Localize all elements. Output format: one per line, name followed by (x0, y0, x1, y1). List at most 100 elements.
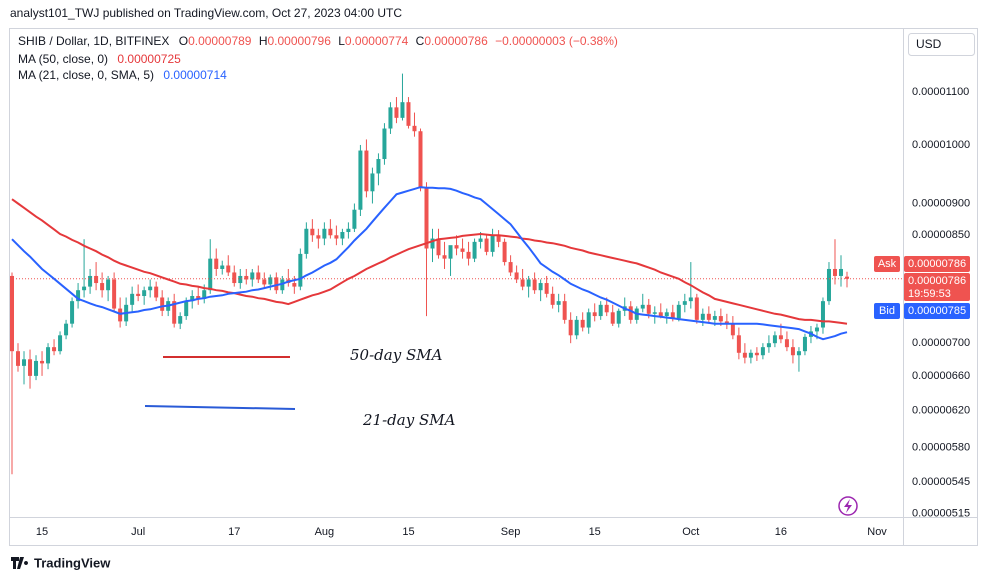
candle-body (772, 335, 777, 344)
plot-layer (10, 73, 903, 475)
candle-body (46, 347, 51, 364)
candle-body (736, 335, 741, 353)
legend-key: C (416, 34, 425, 48)
x-tick-label: Jul (131, 526, 145, 538)
candle-body (562, 301, 567, 320)
candle-body (826, 268, 831, 302)
candle-body (754, 352, 759, 356)
candle-body (226, 265, 231, 273)
legend-line: SHIB / Dollar, 1D, BITFINEX O0.00000789 … (18, 34, 618, 48)
currency[interactable]: USD (916, 37, 942, 51)
candle-body (766, 343, 771, 348)
x-tick-label: Sep (501, 526, 521, 538)
candle-body (568, 319, 573, 336)
last-price: 0.00000786 (908, 275, 966, 287)
axis-layer: 0.00001100 0.00001000 0.00000900 0.00000850… (36, 86, 970, 538)
currency-box[interactable] (908, 33, 975, 56)
x-tick-label: Nov (867, 526, 887, 538)
candle-body (466, 251, 471, 259)
y-tick-label: 0.00000900 (912, 197, 970, 209)
x-tick-label: 17 (228, 526, 240, 538)
candle-body (316, 235, 321, 239)
candle-body (64, 323, 69, 336)
candle-body (574, 319, 579, 336)
ask-price: 0.00000786 (908, 258, 966, 270)
candle-body (652, 312, 657, 314)
countdown: 19:59:53 (908, 288, 951, 300)
candle-body (712, 316, 717, 320)
candle-body (238, 275, 243, 284)
candle-body (208, 258, 213, 291)
candle-body (508, 262, 513, 273)
candle-body (676, 304, 681, 319)
candle-body (478, 238, 483, 242)
candle-body (382, 128, 387, 160)
y-tick-label: 0.00001100 (912, 86, 969, 98)
candle-body (220, 265, 225, 269)
candle-body (112, 279, 117, 309)
candle-body (322, 228, 327, 239)
candle-body (304, 228, 309, 254)
candle-body (544, 283, 549, 294)
candle-body (628, 306, 633, 320)
bid-tag (874, 303, 900, 319)
candle-body (742, 352, 747, 358)
candle-body (76, 290, 81, 302)
candle-body (430, 238, 435, 249)
candle-body (502, 241, 507, 263)
candle-body (148, 286, 153, 291)
candle-body (820, 301, 825, 328)
candle-body (550, 293, 555, 305)
candle-body (82, 286, 87, 291)
candle-body (232, 272, 237, 284)
legend-ma-value: 0.00000725 (117, 52, 181, 66)
annotation-ma21: 21-day SMA (362, 411, 456, 429)
candle-body (670, 312, 675, 319)
candle-body (274, 277, 279, 291)
candle-body (88, 275, 93, 287)
candle-body (688, 297, 693, 302)
candle-body (214, 258, 219, 269)
candle-body (845, 276, 849, 279)
y-tick-label: 0.00000700 (912, 337, 970, 349)
candle-body (40, 360, 45, 364)
tv-footer: TradingView (34, 555, 111, 570)
candle-body (832, 268, 837, 276)
legend-ma-name: MA (21, close, 0, SMA, 5) (18, 68, 154, 82)
candle-body (202, 290, 207, 299)
candle-body (796, 351, 801, 356)
ask-text: Ask (878, 258, 897, 270)
candle-body (658, 312, 663, 317)
candle-body (28, 359, 33, 376)
y-tick-label: 0.00000620 (912, 405, 970, 417)
y-tick-label: 0.00000515 (912, 508, 970, 520)
legend-ma-name: MA (50, close, 0) (18, 52, 108, 66)
candle-body (472, 241, 477, 259)
y-tick-label: 0.00000850 (912, 229, 970, 241)
candle-body (244, 275, 249, 280)
candle-body (70, 301, 75, 324)
candle-body (580, 319, 585, 328)
x-tick-label: 16 (775, 526, 787, 538)
candle-body (250, 272, 255, 280)
candle-body (280, 279, 285, 291)
y-tick-label: 0.00000545 (912, 476, 970, 488)
candle-body (586, 312, 591, 328)
y-tick-label: 0.00000660 (912, 370, 970, 382)
candle-body (460, 248, 465, 252)
legend-key: O (179, 34, 188, 48)
candle-body (394, 107, 399, 118)
legend-key: H (259, 34, 268, 48)
legend-value: 0.00000786 (424, 34, 488, 48)
x-tick-label: 15 (402, 526, 414, 538)
candle-body (790, 347, 795, 356)
legend-value: 0.00000796 (267, 34, 331, 48)
bid-price-box (904, 303, 970, 319)
legend-ma-value: 0.00000714 (163, 68, 227, 82)
candle-body (256, 272, 261, 280)
candle-body (730, 323, 735, 336)
candle-body (748, 352, 753, 358)
candle-body (406, 102, 411, 126)
candle-body (760, 347, 765, 356)
